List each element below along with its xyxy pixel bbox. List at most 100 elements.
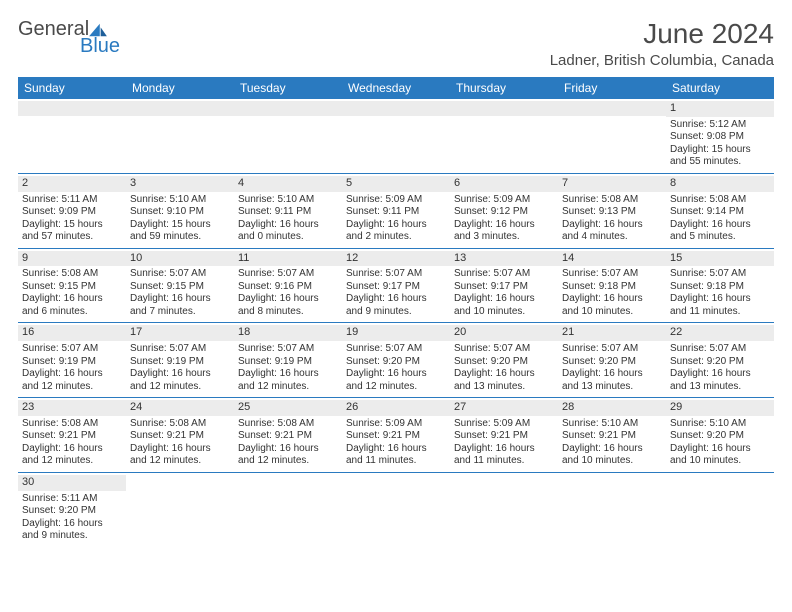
day-number: 15: [666, 251, 774, 267]
day-number: 25: [234, 400, 342, 416]
day-cell: 9Sunrise: 5:08 AMSunset: 9:15 PMDaylight…: [18, 249, 126, 323]
daylight-text: Daylight: 16 hours and 10 minutes.: [562, 293, 662, 318]
sunset-text: Sunset: 9:18 PM: [562, 281, 662, 294]
day-cell: 8Sunrise: 5:08 AMSunset: 9:14 PMDaylight…: [666, 174, 774, 248]
day-number: 22: [666, 325, 774, 341]
day-cell: 13Sunrise: 5:07 AMSunset: 9:17 PMDayligh…: [450, 249, 558, 323]
calendar-grid: Sunday Monday Tuesday Wednesday Thursday…: [18, 77, 774, 547]
day-cell: 19Sunrise: 5:07 AMSunset: 9:20 PMDayligh…: [342, 323, 450, 397]
daylight-text: Daylight: 16 hours and 3 minutes.: [454, 219, 554, 244]
day-number: 9: [18, 251, 126, 267]
daylight-text: Daylight: 16 hours and 10 minutes.: [562, 443, 662, 468]
week-row: 1Sunrise: 5:12 AMSunset: 9:08 PMDaylight…: [18, 99, 774, 174]
weekday-header: Monday: [126, 77, 234, 99]
day-cell: 18Sunrise: 5:07 AMSunset: 9:19 PMDayligh…: [234, 323, 342, 397]
weekday-header: Saturday: [666, 77, 774, 99]
day-number: 19: [342, 325, 450, 341]
day-number: [666, 475, 774, 490]
sunrise-text: Sunrise: 5:09 AM: [454, 194, 554, 207]
empty-cell: [234, 473, 342, 547]
sunset-text: Sunset: 9:20 PM: [22, 505, 122, 518]
day-number: 12: [342, 251, 450, 267]
day-cell: 30Sunrise: 5:11 AMSunset: 9:20 PMDayligh…: [18, 473, 126, 547]
sunset-text: Sunset: 9:20 PM: [346, 356, 446, 369]
day-number: [18, 101, 126, 116]
daylight-text: Daylight: 16 hours and 8 minutes.: [238, 293, 338, 318]
day-cell: 16Sunrise: 5:07 AMSunset: 9:19 PMDayligh…: [18, 323, 126, 397]
sunset-text: Sunset: 9:19 PM: [22, 356, 122, 369]
day-cell: 17Sunrise: 5:07 AMSunset: 9:19 PMDayligh…: [126, 323, 234, 397]
sunrise-text: Sunrise: 5:09 AM: [346, 194, 446, 207]
day-number: 23: [18, 400, 126, 416]
brand-text-2: Blue: [80, 35, 120, 58]
day-number: 13: [450, 251, 558, 267]
sunset-text: Sunset: 9:19 PM: [130, 356, 230, 369]
sunrise-text: Sunrise: 5:07 AM: [22, 343, 122, 356]
day-cell: 5Sunrise: 5:09 AMSunset: 9:11 PMDaylight…: [342, 174, 450, 248]
day-number: 16: [18, 325, 126, 341]
daylight-text: Daylight: 16 hours and 6 minutes.: [22, 293, 122, 318]
week-row: 16Sunrise: 5:07 AMSunset: 9:19 PMDayligh…: [18, 323, 774, 398]
day-number: 3: [126, 176, 234, 192]
day-cell: 10Sunrise: 5:07 AMSunset: 9:15 PMDayligh…: [126, 249, 234, 323]
empty-cell: [666, 473, 774, 547]
daylight-text: Daylight: 16 hours and 12 minutes.: [130, 443, 230, 468]
day-cell: 3Sunrise: 5:10 AMSunset: 9:10 PMDaylight…: [126, 174, 234, 248]
sunset-text: Sunset: 9:20 PM: [454, 356, 554, 369]
week-row: 2Sunrise: 5:11 AMSunset: 9:09 PMDaylight…: [18, 174, 774, 249]
daylight-text: Daylight: 16 hours and 2 minutes.: [346, 219, 446, 244]
sunset-text: Sunset: 9:14 PM: [670, 206, 770, 219]
daylight-text: Daylight: 16 hours and 11 minutes.: [670, 293, 770, 318]
day-cell: 15Sunrise: 5:07 AMSunset: 9:18 PMDayligh…: [666, 249, 774, 323]
day-number: 1: [666, 101, 774, 117]
weekday-header-row: Sunday Monday Tuesday Wednesday Thursday…: [18, 77, 774, 99]
day-number: [450, 101, 558, 116]
day-number: 5: [342, 176, 450, 192]
day-number: 26: [342, 400, 450, 416]
calendar-page: General Blue June 2024 Ladner, British C…: [0, 0, 792, 547]
day-cell: 29Sunrise: 5:10 AMSunset: 9:20 PMDayligh…: [666, 398, 774, 472]
day-number: [342, 101, 450, 116]
day-number: 18: [234, 325, 342, 341]
sunset-text: Sunset: 9:10 PM: [130, 206, 230, 219]
sunset-text: Sunset: 9:21 PM: [562, 430, 662, 443]
sunset-text: Sunset: 9:08 PM: [670, 131, 770, 144]
daylight-text: Daylight: 16 hours and 5 minutes.: [670, 219, 770, 244]
empty-cell: [18, 99, 126, 173]
sunrise-text: Sunrise: 5:09 AM: [454, 418, 554, 431]
day-number: [234, 101, 342, 116]
day-cell: 11Sunrise: 5:07 AMSunset: 9:16 PMDayligh…: [234, 249, 342, 323]
sunset-text: Sunset: 9:17 PM: [454, 281, 554, 294]
day-number: 27: [450, 400, 558, 416]
day-number: 7: [558, 176, 666, 192]
day-number: 24: [126, 400, 234, 416]
day-number: 29: [666, 400, 774, 416]
sunset-text: Sunset: 9:21 PM: [346, 430, 446, 443]
daylight-text: Daylight: 16 hours and 10 minutes.: [670, 443, 770, 468]
sunset-text: Sunset: 9:11 PM: [238, 206, 338, 219]
empty-cell: [342, 473, 450, 547]
daylight-text: Daylight: 16 hours and 7 minutes.: [130, 293, 230, 318]
location-label: Ladner, British Columbia, Canada: [550, 52, 774, 69]
empty-cell: [342, 99, 450, 173]
sunrise-text: Sunrise: 5:11 AM: [22, 194, 122, 207]
daylight-text: Daylight: 16 hours and 9 minutes.: [22, 518, 122, 543]
day-cell: 26Sunrise: 5:09 AMSunset: 9:21 PMDayligh…: [342, 398, 450, 472]
sunset-text: Sunset: 9:21 PM: [238, 430, 338, 443]
daylight-text: Daylight: 16 hours and 0 minutes.: [238, 219, 338, 244]
day-number: 6: [450, 176, 558, 192]
sunrise-text: Sunrise: 5:10 AM: [562, 418, 662, 431]
day-cell: 7Sunrise: 5:08 AMSunset: 9:13 PMDaylight…: [558, 174, 666, 248]
weekday-header: Sunday: [18, 77, 126, 99]
day-number: 8: [666, 176, 774, 192]
daylight-text: Daylight: 16 hours and 13 minutes.: [454, 368, 554, 393]
sunrise-text: Sunrise: 5:10 AM: [238, 194, 338, 207]
week-row: 9Sunrise: 5:08 AMSunset: 9:15 PMDaylight…: [18, 249, 774, 324]
header: General Blue June 2024 Ladner, British C…: [18, 18, 774, 69]
day-number: 2: [18, 176, 126, 192]
day-cell: 22Sunrise: 5:07 AMSunset: 9:20 PMDayligh…: [666, 323, 774, 397]
weekday-header: Wednesday: [342, 77, 450, 99]
weekday-header: Tuesday: [234, 77, 342, 99]
day-number: 4: [234, 176, 342, 192]
sunrise-text: Sunrise: 5:07 AM: [130, 343, 230, 356]
